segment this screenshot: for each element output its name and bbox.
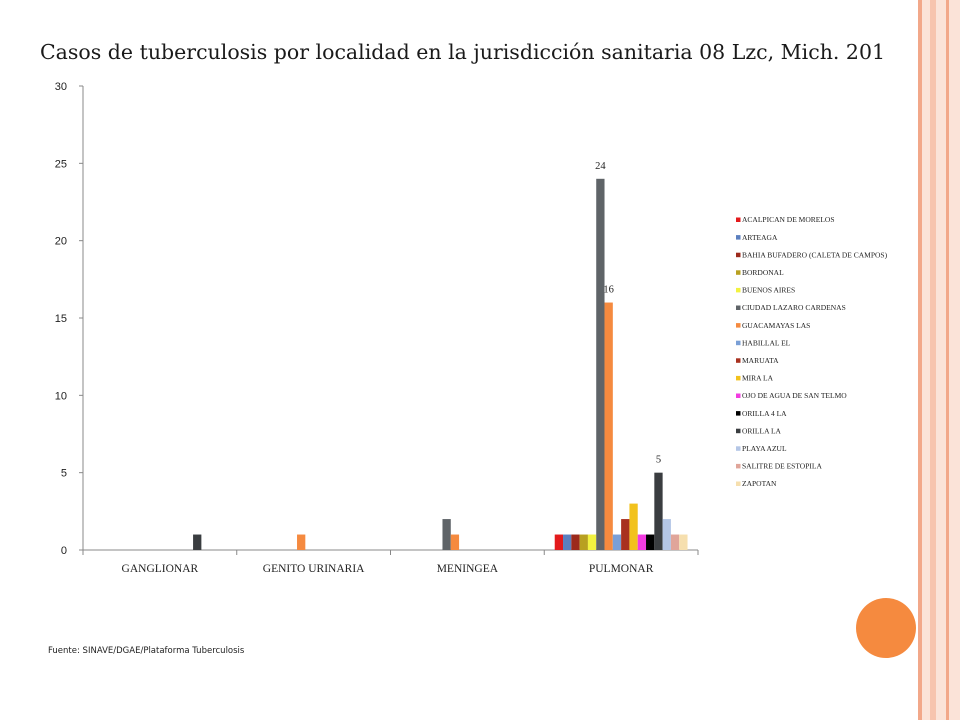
legend-label: ZAPOTAN <box>742 479 777 488</box>
bar <box>571 534 580 550</box>
right-decoration-band <box>918 0 960 720</box>
y-tick-label: 15 <box>55 313 67 325</box>
bar <box>670 534 680 550</box>
bar <box>612 534 622 550</box>
data-label: 16 <box>603 285 614 296</box>
legend-label: HABILLAL EL <box>742 338 791 347</box>
data-label: 24 <box>595 161 606 172</box>
bar <box>442 519 451 550</box>
legend-label: ARTEAGA <box>742 233 778 242</box>
bar <box>579 534 588 550</box>
bar <box>629 503 638 550</box>
source-note: Fuente: SINAVE/DGAE/Plataforma Tuberculo… <box>48 646 245 656</box>
legend-swatch <box>736 463 741 469</box>
y-tick-label: 25 <box>55 158 67 170</box>
legend-swatch <box>736 375 741 381</box>
legend-label: BUENOS AIRES <box>742 286 795 295</box>
bar <box>297 534 306 550</box>
bar <box>679 534 688 550</box>
legend-swatch <box>736 252 741 258</box>
legend-label: CIUDAD LAZARO CARDENAS <box>742 303 846 312</box>
legend-swatch <box>736 340 741 346</box>
legend-swatch <box>736 323 741 328</box>
bar <box>654 472 663 550</box>
bar <box>621 519 630 550</box>
x-category-label: PULMONAR <box>589 563 654 575</box>
legend-swatch <box>736 305 741 310</box>
bar <box>563 534 572 550</box>
legend-label: SALITRE DE ESTOPILA <box>742 462 822 471</box>
bar <box>637 534 647 550</box>
legend-label: ORILLA LA <box>742 426 782 435</box>
legend-label: PLAYA AZUL <box>742 444 787 453</box>
right-decoration-line-2 <box>930 0 936 720</box>
legend-label: ACALPICAN DE MORELOS <box>742 215 835 224</box>
data-label: 5 <box>656 455 661 466</box>
y-tick-label: 5 <box>61 468 67 480</box>
bar <box>450 534 460 550</box>
y-tick-label: 0 <box>61 545 67 557</box>
bar <box>193 534 202 550</box>
right-decoration-line-3 <box>946 0 949 720</box>
legend-swatch <box>736 411 741 416</box>
x-category-label: MENINGEA <box>437 563 499 575</box>
slide-title: Casos de tuberculosis por localidad en l… <box>40 40 886 64</box>
legend-swatch <box>736 358 741 363</box>
accent-circle <box>856 598 916 658</box>
bar <box>554 534 564 550</box>
bar <box>646 534 655 550</box>
bar <box>604 302 613 550</box>
legend-swatch <box>736 217 741 222</box>
y-tick-label: 20 <box>55 236 67 248</box>
right-decoration-line-1 <box>918 0 922 720</box>
x-category-label: GENITO URINARIA <box>263 563 365 575</box>
legend-label: MARUATA <box>742 356 779 365</box>
x-category-label: GANGLIONAR <box>122 563 199 575</box>
bar <box>587 534 597 550</box>
legend-swatch <box>736 270 741 275</box>
bar <box>662 519 671 550</box>
y-tick-label: 30 <box>55 81 67 93</box>
y-tick-label: 10 <box>55 390 67 402</box>
legend-swatch <box>736 235 741 240</box>
legend-label: OJO DE AGUA DE SAN TELMO <box>742 391 847 400</box>
legend-label: ORILLA 4 LA <box>742 409 787 418</box>
legend-label: BORDONAL <box>742 268 784 277</box>
legend-label: MIRA LA <box>742 374 774 383</box>
legend-swatch <box>736 446 741 451</box>
legend-swatch <box>736 481 741 486</box>
legend-swatch <box>736 287 741 293</box>
legend-label: GUACAMAYAS LAS <box>742 321 810 330</box>
legend-swatch <box>736 393 741 398</box>
bar <box>596 178 605 551</box>
legend-label: BAHIA BUFADERO (CALETA DE CAMPOS) <box>742 250 888 259</box>
legend-swatch <box>736 428 741 434</box>
